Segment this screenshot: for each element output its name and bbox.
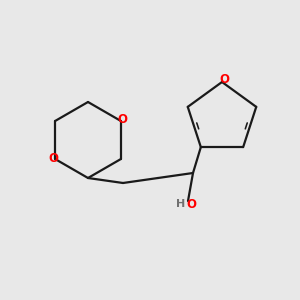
Text: H: H bbox=[176, 199, 185, 209]
Text: O: O bbox=[186, 197, 196, 211]
Text: O: O bbox=[219, 73, 230, 86]
Text: O: O bbox=[49, 152, 58, 166]
Text: O: O bbox=[117, 113, 128, 126]
